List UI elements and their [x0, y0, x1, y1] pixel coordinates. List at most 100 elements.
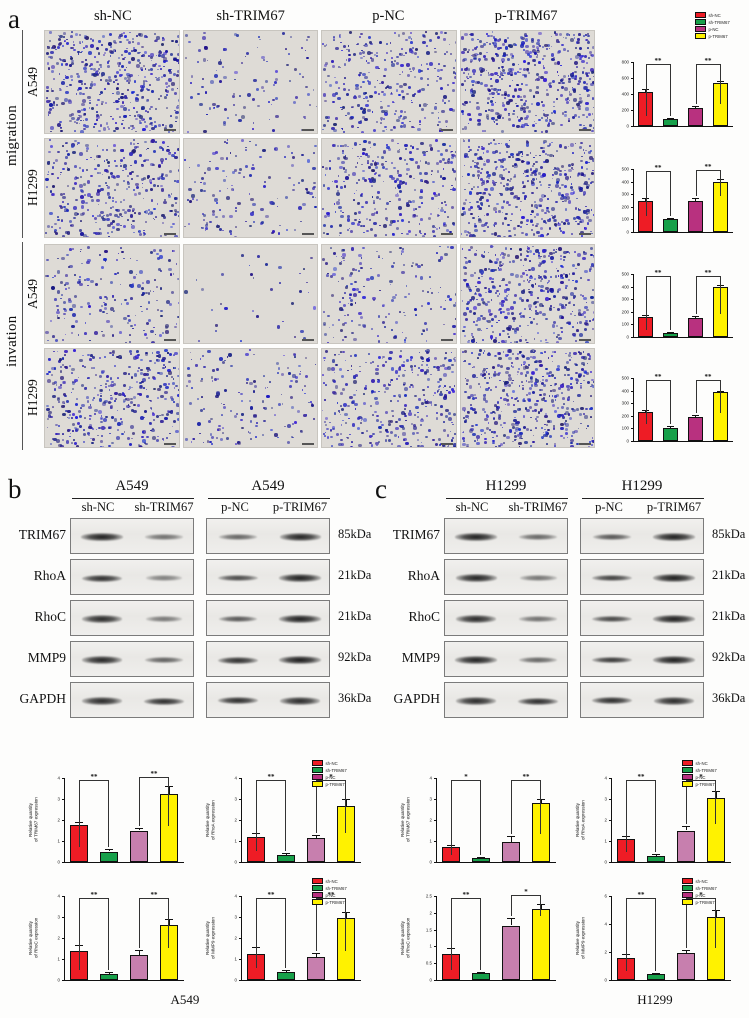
- panel-b-lane-p-nc: p-NC: [221, 500, 249, 514]
- y-tick-label: 3: [604, 796, 607, 802]
- y-tick-label: 400: [621, 91, 629, 97]
- y-tick-label: 2: [234, 817, 237, 823]
- error-bar-cap: [311, 952, 321, 954]
- significance-star: **: [704, 268, 712, 277]
- bar-p-nc: [676, 830, 696, 862]
- y-tick-mark: [61, 959, 64, 960]
- y-axis-label: Relative quantity of RhoA expression: [205, 800, 216, 840]
- y-axis-label: Relative quantity of MMP9 expression: [575, 917, 586, 959]
- y-tick-mark: [433, 912, 436, 914]
- legend-label-sh-trim67: sh-TRIM67: [325, 767, 347, 773]
- bottom-caption-h1299: H1299: [637, 992, 673, 1007]
- legend-swatch-sh-trim67: [682, 885, 693, 891]
- legend-label-sh-trim67: sh-TRIM67: [695, 885, 717, 891]
- y-tick-label: 2.5: [425, 893, 432, 899]
- significance-bracket: [451, 898, 481, 970]
- blot-box-rhoa-1: [70, 559, 194, 595]
- panel-c-block2-title: H1299: [621, 478, 663, 494]
- y-tick-label: 300: [621, 191, 629, 197]
- blot-box-gapdh-1: [444, 682, 568, 718]
- scale-bar: [440, 129, 453, 131]
- error-bar-cap: [446, 948, 456, 950]
- blot-box-rhoa-1: [444, 559, 568, 595]
- error-bar: [685, 949, 687, 954]
- legend-item-p-trim67: p-TRIM67: [695, 33, 730, 39]
- blot-box-rhoc-1: [444, 600, 568, 636]
- y-axis-label: Relative quantity of RhoA expression: [575, 800, 586, 840]
- legend-label-sh-trim67: sh-TRIM67: [695, 767, 717, 773]
- significance-bracket: [645, 64, 671, 116]
- x-axis: [436, 980, 556, 981]
- bar-sh-nc: [69, 825, 89, 862]
- y-tick-mark: [608, 778, 611, 779]
- y-tick-label: 0: [234, 859, 237, 865]
- y-tick-mark: [630, 274, 633, 275]
- significance-star: **: [90, 773, 98, 781]
- error-bar-cap: [446, 844, 456, 846]
- legend-item-sh-nc: sh-NC: [312, 878, 347, 884]
- y-tick-label: 200: [621, 107, 629, 113]
- y-axis: [633, 378, 634, 441]
- micrograph-image: [459, 30, 595, 134]
- bar-p-nc: [501, 925, 521, 980]
- error-bar: [695, 316, 696, 319]
- error-bar-cap: [667, 118, 674, 119]
- y-tick-label: 0: [429, 977, 432, 983]
- y-tick-mark: [630, 181, 633, 183]
- y-tick-label: 1: [57, 956, 60, 962]
- column-header-sh-nc: sh-NC: [93, 8, 132, 24]
- y-tick-label: 0: [626, 438, 629, 444]
- error-bar: [510, 835, 512, 843]
- micrograph-image: [44, 138, 180, 238]
- error-bar-cap: [74, 945, 84, 947]
- blot-box-mmp9-1: [444, 641, 568, 677]
- x-axis: [633, 126, 733, 127]
- significance-star: *: [329, 773, 333, 781]
- scale-bar: [579, 233, 591, 235]
- error-bar-cap: [621, 836, 631, 837]
- y-tick-label: 300: [621, 400, 629, 406]
- bar-p-nc: [687, 417, 704, 441]
- legend-swatch-p-trim67: [312, 781, 323, 787]
- y-tick-label: 0: [57, 977, 60, 983]
- y-tick-mark: [238, 862, 241, 863]
- blot-band: [519, 657, 557, 663]
- legend-swatch-sh-trim67: [695, 19, 706, 25]
- x-axis: [436, 862, 556, 863]
- y-tick-mark: [238, 959, 241, 960]
- y-tick-label: 1: [234, 838, 237, 844]
- legend-swatch-sh-nc: [682, 878, 693, 884]
- error-bar-cap: [681, 949, 691, 951]
- scale-bar: [163, 233, 176, 235]
- y-axis: [241, 896, 242, 980]
- error-bar: [315, 952, 317, 957]
- micrograph-image: [182, 30, 318, 134]
- legend-swatch-p-nc: [312, 774, 323, 780]
- blot-band: [145, 534, 183, 540]
- legend-quant-rhoa-h1299: sh-NC sh-TRIM67 p-NC p-TRIM67: [682, 760, 717, 788]
- micrograph-image: [182, 348, 318, 448]
- blot-band: [279, 615, 321, 623]
- legend-label-p-nc: p-NC: [695, 774, 706, 780]
- scale-bar: [163, 339, 176, 341]
- blot-box-rhoa-2: [206, 559, 330, 595]
- significance-star: **: [90, 891, 98, 899]
- y-axis: [633, 169, 634, 232]
- significance-star: **: [327, 891, 335, 899]
- error-bar-cap: [642, 89, 649, 91]
- legend-item-p-nc: p-NC: [695, 26, 730, 32]
- legend-swatch-p-trim67: [682, 781, 693, 787]
- blot-band: [145, 575, 183, 581]
- y-tick-label: 2: [604, 949, 607, 955]
- blot-band: [455, 574, 497, 582]
- y-axis: [241, 778, 242, 862]
- y-tick-label: 2: [57, 817, 60, 823]
- error-bar: [715, 791, 717, 798]
- legend-quant-rhoa-a549: sh-NC sh-TRIM67 p-NC p-TRIM67: [312, 760, 347, 788]
- scale-bar: [302, 443, 314, 445]
- legend-label-p-trim67: p-TRIM67: [325, 899, 345, 905]
- legend-label-sh-nc: sh-NC: [325, 760, 338, 766]
- y-tick-label: 4: [57, 775, 60, 781]
- bar-sh-trim67: [646, 974, 666, 980]
- significance-star: *: [699, 891, 703, 899]
